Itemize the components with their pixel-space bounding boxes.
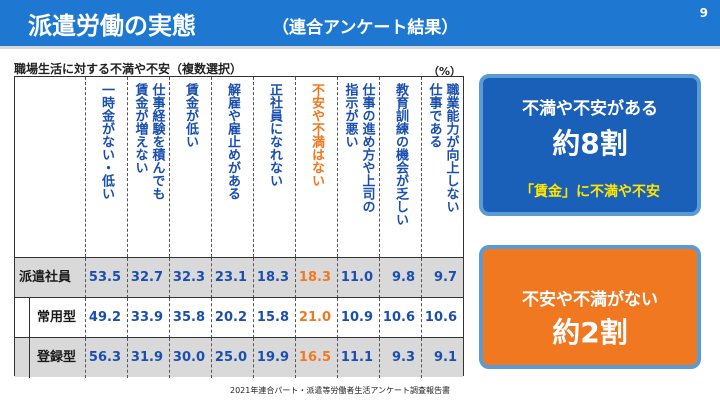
column-header-label: 正社員になれない xyxy=(267,83,282,187)
table-row: 派遣社員 53.5 32.7 32.3 23.1 18.3 18.3 11.0 9.8 9.7 xyxy=(15,257,463,298)
column-header-label: 賃金が低い xyxy=(183,83,198,148)
column-header: 職業能力が向上しない 仕事である xyxy=(421,77,463,257)
table-cell: 15.8 xyxy=(253,298,295,338)
table-cell: 21.0 xyxy=(295,298,337,338)
survey-table: 一時金がない・低い 仕事経験を積んでも 賃金が増えない 賃金が低い 解雇や雇止めがある… xyxy=(14,76,464,378)
table-cell: 11.0 xyxy=(337,258,379,298)
table-row: 登録型 56.3 31.9 30.0 25.0 19.9 16.5 11.1 9.3 9.1 xyxy=(15,337,463,378)
column-header: 仕事経験を積んでも 賃金が増えない xyxy=(127,77,169,257)
title-bar: 派遣労働の実態 （連合アンケート結果） 9 xyxy=(0,0,720,49)
table-cell: 20.2 xyxy=(211,298,253,338)
row-label: 常用型 xyxy=(37,310,77,325)
table-cell: 18.3 xyxy=(253,258,295,298)
column-header: 仕事の進め方や上司の 指示が悪い xyxy=(337,77,379,257)
table-cell: 25.0 xyxy=(211,338,253,378)
table-cell: 23.1 xyxy=(211,258,253,298)
column-header: 解雇や雇止めがある xyxy=(211,77,253,257)
table-cell: 18.3 xyxy=(295,258,337,298)
satisfied-line1: 不安や不満がない xyxy=(522,290,658,310)
row-label: 登録型 xyxy=(37,350,77,365)
source-note: 2021年連合パート・派遣等労働者生活アンケート調査報告書 xyxy=(230,386,451,395)
column-header-label: 不安や不満はない xyxy=(309,83,324,187)
table-cell: 56.3 xyxy=(85,338,127,378)
row-indent xyxy=(29,338,86,378)
satisfied-box: 不安や不満がない 約2割 xyxy=(479,245,701,369)
table-cell: 30.0 xyxy=(169,338,211,378)
table-cell: 31.9 xyxy=(127,338,169,378)
column-header: 賃金が低い xyxy=(169,77,211,257)
column-header: 不安や不満はない xyxy=(295,77,337,257)
table-cell: 35.8 xyxy=(169,298,211,338)
column-header-label: 教育訓練の機会が乏しい xyxy=(393,83,408,226)
table-cell: 9.1 xyxy=(421,338,463,378)
row-label: 派遣社員 xyxy=(19,270,72,285)
column-header-label: 仕事の進め方や上司の 指示が悪い xyxy=(342,83,375,213)
page-title: 派遣労働の実態 xyxy=(28,12,196,40)
table-cell: 10.6 xyxy=(379,298,421,338)
dissatisfied-box: 不満や不安がある 約8割 「賃金」に不満や不安 xyxy=(479,74,701,216)
satisfied-line2: 約2割 xyxy=(552,316,628,349)
table-cell: 33.9 xyxy=(127,298,169,338)
column-header: 教育訓練の機会が乏しい xyxy=(379,77,421,257)
table-cell: 49.2 xyxy=(85,298,127,338)
table-cell: 9.3 xyxy=(379,338,421,378)
column-header-label: 仕事経験を積んでも 賃金が増えない xyxy=(132,83,165,200)
column-header-label: 職業能力が向上しない 仕事である xyxy=(426,83,459,213)
page-subtitle: （連合アンケート結果） xyxy=(272,18,459,38)
table-cell: 32.7 xyxy=(127,258,169,298)
row-indent xyxy=(29,298,86,338)
table-cell: 11.1 xyxy=(337,338,379,378)
table-caption: 職場生活に対する不満や不安（複数選択） xyxy=(14,62,243,76)
table-cell: 10.6 xyxy=(421,298,463,338)
table-cell: 32.3 xyxy=(169,258,211,298)
table-cell: 9.8 xyxy=(379,258,421,298)
table-row: 常用型 49.2 33.9 35.8 20.2 15.8 21.0 10.9 10.6 10.6 xyxy=(15,297,463,338)
page-number: 9 xyxy=(699,6,708,20)
table-unit: （%） xyxy=(428,65,462,78)
dissatisfied-line3: 「賃金」に不満や不安 xyxy=(520,184,660,200)
table-cell: 19.9 xyxy=(253,338,295,378)
table-cell: 9.7 xyxy=(421,258,463,298)
dissatisfied-line2: 約8割 xyxy=(552,127,628,160)
dissatisfied-line1: 不満や不安がある xyxy=(522,99,658,119)
column-header: 正社員になれない xyxy=(253,77,295,257)
column-header-label: 解雇や雇止めがある xyxy=(225,83,240,200)
table-cell: 16.5 xyxy=(295,338,337,378)
column-header-label: 一時金がない・低い xyxy=(99,83,114,200)
table-cell: 10.9 xyxy=(337,298,379,338)
column-header: 一時金がない・低い xyxy=(85,77,127,257)
table-cell: 53.5 xyxy=(85,258,127,298)
